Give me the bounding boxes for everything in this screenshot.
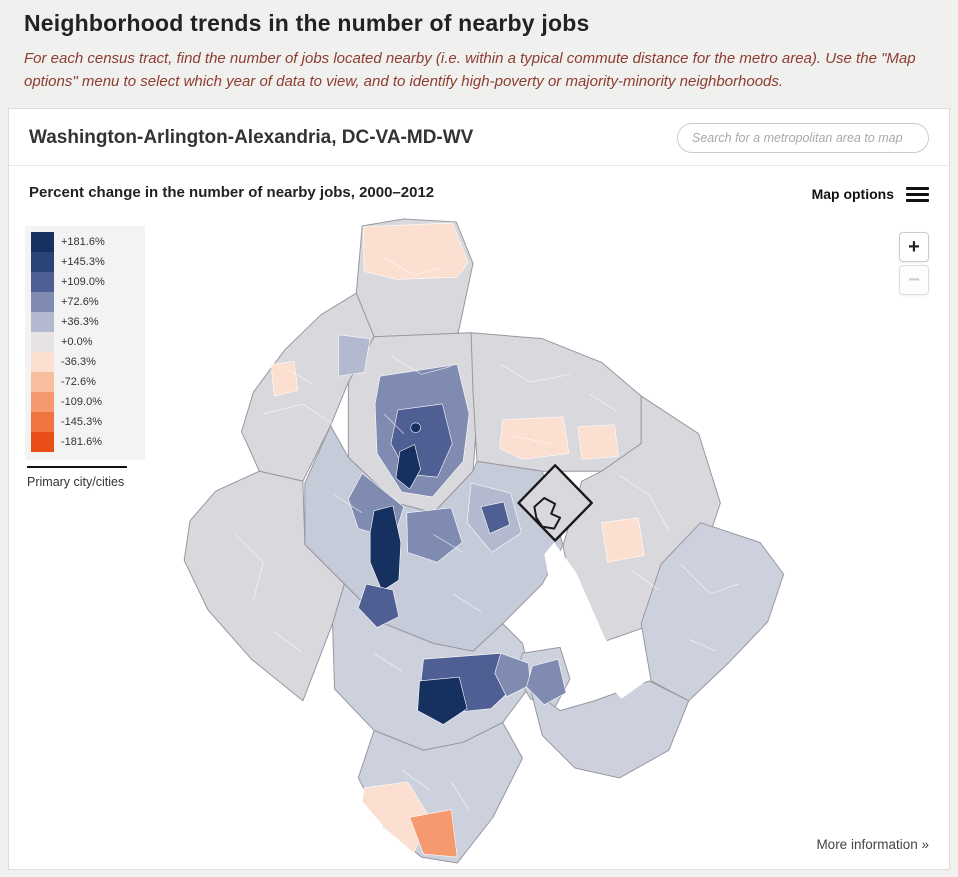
legend-item: -145.3% [31, 411, 137, 432]
map-options-label: Map options [811, 186, 894, 202]
legend-swatch [31, 291, 54, 312]
legend-item: +181.6% [31, 231, 137, 252]
legend-swatch [31, 311, 54, 332]
legend-swatch [31, 371, 54, 392]
legend-item: -72.6% [31, 371, 137, 392]
legend-swatch [31, 391, 54, 412]
legend-swatch [31, 411, 54, 432]
metro-area-title: Washington-Arlington-Alexandria, DC-VA-M… [29, 126, 474, 148]
map-tracts [270, 222, 645, 857]
legend-label: -181.6% [61, 435, 102, 448]
zoom-controls: + − [899, 231, 929, 295]
legend-label: +181.6% [61, 235, 105, 248]
legend-label: -109.0% [61, 395, 102, 408]
zoom-out-button[interactable]: − [899, 264, 929, 295]
legend-label: -145.3% [61, 415, 102, 428]
map-title: Percent change in the number of nearby j… [29, 183, 435, 201]
zoom-in-button[interactable]: + [899, 231, 929, 262]
legend-label: -36.3% [61, 355, 96, 368]
legend-item: +36.3% [31, 311, 137, 332]
legend-item: -36.3% [31, 351, 137, 372]
legend-label: +0.0% [61, 335, 93, 348]
legend-swatch [31, 331, 54, 352]
tract-border-texture [235, 256, 739, 810]
hamburger-icon [906, 184, 929, 205]
legend-item: +109.0% [31, 271, 137, 292]
legend-swatch [31, 231, 54, 252]
primary-city-legend: Primary city/cities [27, 465, 135, 489]
legend-swatch [31, 251, 54, 272]
map-area: Percent change in the number of nearby j… [9, 166, 949, 864]
dc-boundary [517, 463, 593, 542]
legend-item: +72.6% [31, 291, 137, 312]
legend-item: -109.0% [31, 391, 137, 412]
more-information-link[interactable]: More information » [816, 836, 929, 852]
map-options-button[interactable]: Map options [808, 180, 933, 209]
legend-item: +145.3% [31, 251, 137, 272]
primary-city-line-sample [27, 465, 127, 468]
legend-item: -181.6% [31, 431, 137, 452]
legend-swatch [31, 431, 54, 452]
legend-item: +0.0% [31, 331, 137, 352]
map-legend: +181.6% +145.3% +109.0% +72.6% +36.3% +0… [25, 225, 145, 460]
legend-swatch [31, 351, 54, 372]
map-panel: Washington-Arlington-Alexandria, DC-VA-M… [8, 107, 950, 870]
legend-label: +145.3% [61, 255, 105, 268]
potomac-river [544, 541, 650, 699]
page-subtitle: For each census tract, find the number o… [24, 50, 916, 91]
legend-label: +72.6% [61, 295, 99, 308]
legend-label: -72.6% [61, 375, 96, 388]
metro-search-input[interactable] [677, 122, 929, 153]
choropleth-map[interactable] [151, 216, 801, 864]
primary-city-label: Primary city/cities [27, 474, 125, 489]
legend-swatch [31, 271, 54, 292]
page-title: Neighborhood trends in the number of nea… [24, 10, 590, 36]
page-header: Neighborhood trends in the number of nea… [0, 0, 958, 98]
legend-label: +36.3% [61, 315, 99, 328]
legend-label: +109.0% [61, 275, 105, 288]
panel-header: Washington-Arlington-Alexandria, DC-VA-M… [9, 109, 949, 166]
